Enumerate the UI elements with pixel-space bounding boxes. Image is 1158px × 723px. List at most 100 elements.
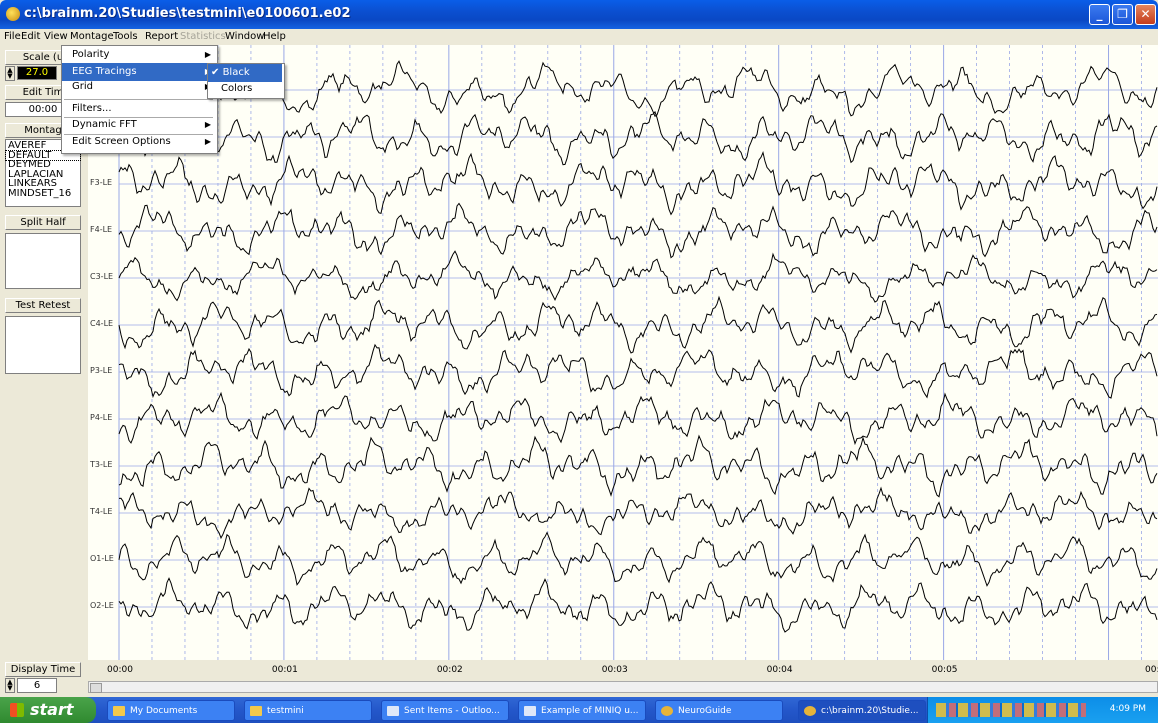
eeg-traces: [118, 45, 1158, 660]
submenu-item-colors[interactable]: Colors: [208, 80, 282, 98]
channel-label: T4-LE: [90, 507, 113, 516]
menu-edit[interactable]: Edit: [21, 31, 41, 42]
eeg-trace-p4-le: [118, 391, 1158, 446]
submenu-arrow-icon: ▶: [204, 120, 211, 129]
menu-item-grid-label: Grid: [72, 81, 93, 92]
submenu-item-black-label: Black: [222, 67, 250, 78]
test-retest-button[interactable]: Test Retest: [5, 298, 81, 313]
time-label: 00:03: [601, 665, 628, 675]
menu-item-grid[interactable]: Grid▶: [62, 78, 215, 96]
channel-label: T3-LE: [90, 460, 113, 469]
horizontal-scrollbar[interactable]: [88, 681, 1158, 693]
maximize-button[interactable]: ❐: [1112, 4, 1133, 25]
scrollbar-thumb[interactable]: [90, 683, 102, 693]
menu-report[interactable]: Report: [145, 31, 179, 42]
neuroguide-icon: [804, 706, 816, 716]
menu-item-filters-label: Filters...: [72, 103, 112, 114]
neuroguide-icon: [661, 706, 673, 716]
task-testmini[interactable]: testmini: [244, 700, 372, 721]
system-tray: 4:09 PM: [927, 697, 1158, 723]
check-icon: ✔: [211, 67, 223, 78]
eeg-trace-c4-le: [118, 295, 1158, 354]
task-sent-items[interactable]: Sent Items - Outloo...: [381, 700, 509, 721]
outlook-icon: [387, 706, 399, 716]
montage-item[interactable]: LAPLACIAN: [8, 168, 64, 180]
eeg-trace-o1-le: [118, 531, 1158, 587]
split-half-box[interactable]: [5, 233, 81, 289]
channel-label: P3-LE: [90, 366, 113, 375]
task-label: Example of MINIQ u...: [541, 706, 639, 716]
start-button[interactable]: start: [0, 697, 96, 723]
submenu-item-black[interactable]: ✔ Black: [208, 64, 282, 82]
menu-item-filters[interactable]: Filters...: [62, 100, 215, 118]
menu-statistics: Statistics: [180, 31, 226, 42]
channel-label: F4-LE: [90, 225, 113, 234]
time-label: 00:00: [107, 665, 133, 675]
eeg-trace-p3-le: [118, 343, 1158, 399]
eeg-trace-t4-le: [118, 486, 1158, 540]
submenu-item-colors-label: Colors: [221, 83, 253, 94]
folder-icon: [250, 706, 262, 716]
channel-label: C4-LE: [90, 319, 114, 328]
montage-item[interactable]: LINKEARS: [8, 178, 58, 189]
menu-item-dynamic-fft[interactable]: Dynamic FFT ▶: [62, 116, 215, 134]
menu-separator: [64, 99, 213, 100]
minimize-button[interactable]: _: [1089, 4, 1110, 25]
display-time-label: Display Time: [5, 662, 81, 677]
menu-item-edit-screen-options[interactable]: Edit Screen Options ▶: [62, 133, 215, 151]
split-half-button[interactable]: Split Half: [5, 215, 81, 230]
display-time-spinner[interactable]: ▲ ▼: [5, 678, 15, 693]
menu-item-polarity-label: Polarity: [72, 49, 110, 60]
eeg-tracings-submenu: ✔ Black Colors: [207, 63, 285, 99]
display-time-value[interactable]: 6: [17, 678, 57, 693]
eeg-trace-c3-le: [118, 250, 1158, 303]
task-word-document[interactable]: Example of MINIQ u...: [518, 700, 646, 721]
test-retest-box[interactable]: [5, 316, 81, 374]
eeg-trace-fp2-le: [118, 110, 1158, 166]
menu-tools[interactable]: Tools: [113, 31, 138, 42]
montage-item[interactable]: MINDSET_16: [8, 187, 72, 199]
eeg-plot[interactable]: [88, 45, 1158, 660]
menu-montage[interactable]: Montage: [70, 31, 114, 42]
menu-item-dynamic-fft-label: Dynamic FFT: [72, 119, 137, 130]
task-my-documents[interactable]: My Documents: [107, 700, 235, 721]
task-label: NeuroGuide: [678, 706, 732, 716]
time-label: 00:02: [436, 665, 463, 675]
menu-view[interactable]: View: [44, 31, 68, 42]
eeg-trace-fp1-le: [118, 59, 1158, 117]
windows-logo-icon: [10, 703, 24, 717]
eeg-trace-o2-le: [118, 577, 1158, 633]
menu-help[interactable]: Help: [263, 31, 286, 42]
close-button[interactable]: ✕: [1135, 4, 1156, 25]
task-label: My Documents: [130, 706, 198, 716]
eeg-trace-f4-le: [118, 202, 1158, 259]
menu-file[interactable]: File: [4, 31, 21, 42]
tray-icons[interactable]: [936, 703, 1086, 717]
scale-spinner[interactable]: ▲ ▼: [5, 66, 15, 81]
time-label: 00:01: [271, 665, 298, 675]
word-icon: [524, 706, 536, 716]
montage-item[interactable]: AVEREF: [8, 140, 47, 151]
menu-window[interactable]: Window: [225, 31, 265, 42]
task-label: Sent Items - Outloo...: [404, 706, 500, 716]
channel-label: C3-LE: [90, 272, 114, 281]
montage-item[interactable]: DEYMED: [8, 159, 51, 170]
time-label: 00:04: [766, 665, 793, 675]
channel-label: O1-LE: [90, 554, 114, 563]
menu-separator: [64, 134, 213, 135]
eeg-trace-f3-le: [118, 150, 1158, 216]
task-label: c:\brainm.20\Studie...: [821, 706, 919, 716]
title-bar: c:\brainm.20\Studies\testmini\e0100601.e…: [0, 0, 1158, 29]
menu-item-eeg-tracings-label: EEG Tracings: [72, 66, 137, 77]
taskbar: start My Documents testmini Sent Items -…: [0, 697, 1158, 723]
montage-item-selected[interactable]: DEFAULT: [5, 149, 81, 161]
view-menu-dropdown: Polarity ▶ EEG Tracings ▶ Grid▶ Filters...…: [61, 45, 218, 154]
scale-value[interactable]: 27.0: [17, 66, 57, 80]
menu-item-polarity[interactable]: Polarity ▶: [62, 46, 215, 64]
submenu-arrow-icon: ▶: [204, 50, 211, 59]
task-active-window[interactable]: c:\brainm.20\Studie...: [798, 700, 926, 721]
task-neuroguide[interactable]: NeuroGuide: [655, 700, 783, 721]
eeg-trace-t3-le: [118, 434, 1158, 498]
channel-label: O2-LE: [90, 601, 114, 610]
task-label: testmini: [267, 706, 304, 716]
